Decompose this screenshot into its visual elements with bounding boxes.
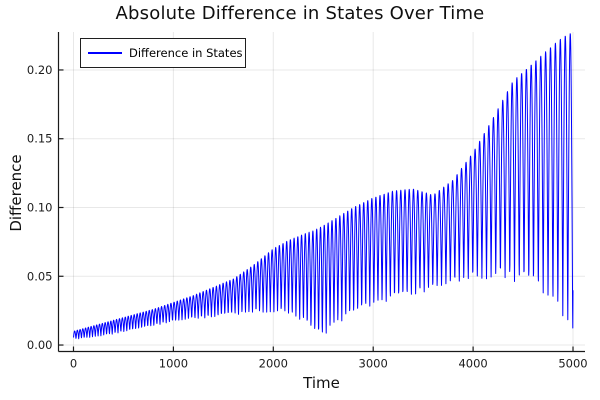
axes: [57, 32, 585, 353]
x-axis-label: Time: [303, 374, 340, 392]
y-tick-label: 0.15: [27, 132, 53, 146]
y-tick-label: 0.10: [27, 200, 53, 214]
legend-line-sample-icon: [88, 52, 122, 54]
x-tick-label: 1000: [159, 357, 188, 371]
y-axis-label: Difference: [7, 154, 25, 232]
difference-series-line: [73, 33, 574, 340]
x-tick-label: 3000: [359, 357, 388, 371]
x-tick-label: 5000: [558, 357, 587, 371]
legend: Difference in States: [80, 38, 246, 68]
y-tick-label: 0.00: [27, 338, 53, 352]
tick-labels: 0 1000 2000 3000 4000 5000 0.00 0.05 0.10 0.15 0.2…: [27, 63, 588, 371]
y-tick-label: 0.20: [27, 63, 53, 77]
chart-title: Absolute Difference in States Over Time: [115, 3, 485, 24]
x-tick-label: 2000: [259, 357, 288, 371]
y-tick-label: 0.05: [27, 269, 53, 283]
x-tick-label: 4000: [458, 357, 487, 371]
x-tick-label: 0: [70, 357, 77, 371]
legend-label: Difference in States: [129, 46, 243, 60]
series-layer: [73, 33, 574, 340]
